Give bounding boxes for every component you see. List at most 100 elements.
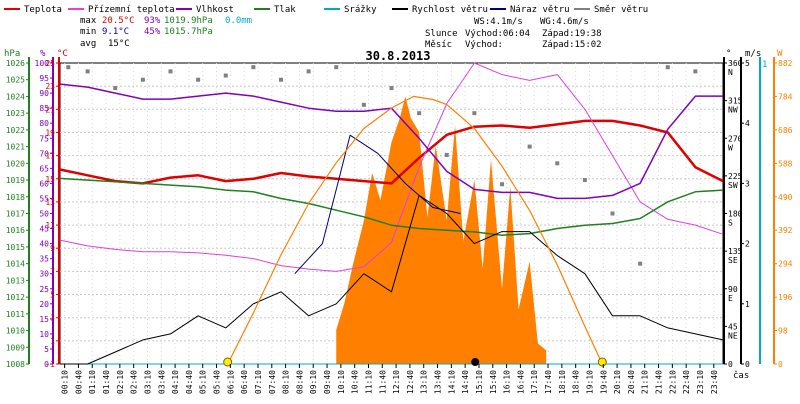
x-tick-label: 15:10 <box>475 370 484 394</box>
hpa-tick-label: 1024 <box>6 92 25 101</box>
wind-direction-point <box>168 69 173 74</box>
hpa-tick-label: 1017 <box>6 210 25 219</box>
temp-tick-label: -1 <box>45 360 55 369</box>
hpa-tick-label: 1023 <box>6 109 25 118</box>
x-tick-label: 12:10 <box>392 370 401 394</box>
pct-tick-label: 75 <box>39 134 49 143</box>
x-tick-label: 18:10 <box>558 370 567 394</box>
wind-direction-point <box>334 65 339 70</box>
x-tick-label: 18:40 <box>572 370 581 394</box>
x-tick-label: 20:40 <box>627 370 636 394</box>
ms-tick-label: 5 <box>745 59 750 68</box>
dir-tick-label: 135 <box>728 247 743 256</box>
x-tick-label: 11:40 <box>378 370 387 394</box>
temp-tick-label: 21 <box>45 105 55 114</box>
unit-pct: % <box>40 49 46 59</box>
info-slunce-zapad: Západ:19:38 <box>542 29 602 39</box>
x-tick-label: 07:40 <box>268 370 277 394</box>
chart-title: 30.8.2013 <box>365 49 430 63</box>
pct-tick-label: 15 <box>39 315 49 324</box>
stats-min-label: min <box>80 27 96 37</box>
x-tick-label: 03:10 <box>143 370 152 394</box>
dir-letter-label: E <box>728 294 733 303</box>
hpa-tick-label: 1011 <box>6 310 25 319</box>
stats-block: max 20.5°C 93% 1019.9hPa 0.0mm min 9.1°C… <box>80 16 252 49</box>
legend: Teplota Přízemní teplota Vlhkost Tlak Srážky… <box>4 5 648 15</box>
stats-max-press: 1019.9hPa <box>164 16 213 26</box>
sun-marker <box>597 357 607 367</box>
temp-tick-label: 9 <box>50 244 55 253</box>
temp-tick-label: 23 <box>45 82 55 91</box>
wind-direction-point <box>361 102 366 107</box>
wind-direction-point <box>500 182 504 187</box>
temp-tick-label: 25 <box>45 59 55 68</box>
legend-label-smer: Směr větru <box>594 5 648 15</box>
stats-min-hum: 45% <box>144 27 161 37</box>
temp-tick-label: 13 <box>45 198 55 207</box>
x-tick-label: 09:10 <box>309 370 318 394</box>
w-tick-label: 490 <box>778 193 793 202</box>
series-line-prizemni <box>59 62 724 272</box>
x-tick-label: 04:40 <box>185 370 194 394</box>
x-tick-label: 17:40 <box>544 370 553 394</box>
pct-tick-label: 60 <box>39 179 49 188</box>
dir-letter-label: S <box>728 219 733 228</box>
x-tick-label: 14:40 <box>461 370 470 394</box>
hpa-tick-label: 1018 <box>6 193 25 202</box>
x-tick-label: 19:40 <box>599 370 608 394</box>
wind-direction-point <box>85 69 90 74</box>
legend-label-vlhkost: Vlhkost <box>196 5 234 15</box>
stats-avg-label: avg <box>80 39 96 49</box>
wind-direction-point <box>196 77 201 82</box>
unit-ms: m/s <box>745 49 761 59</box>
info-slunce-vychod: Východ:06:04 <box>465 29 530 39</box>
axis-units: hPa % °C ° m/s W 1 <box>4 49 783 70</box>
ms-top-label: 1 <box>762 60 767 70</box>
dir-letter-label: W <box>728 143 733 152</box>
w-tick-label: 294 <box>778 260 793 269</box>
dir-tick-label: 360 <box>728 59 743 68</box>
dir-letter-label: NW <box>728 106 738 115</box>
x-tick-label: 13:40 <box>434 370 443 394</box>
wind-direction-point <box>113 86 118 91</box>
x-tick-label: 05:40 <box>213 370 222 394</box>
ms-tick-label: 4 <box>745 119 750 128</box>
info-mesic-vychod: Východ: <box>465 40 503 50</box>
x-tick-label: 03:40 <box>157 370 166 394</box>
wind-direction-point <box>223 73 228 78</box>
w-tick-label: 784 <box>778 92 793 101</box>
stats-max-hum: 93% <box>144 16 161 26</box>
unit-deg: ° <box>726 49 731 59</box>
x-tick-label: 08:40 <box>295 370 304 394</box>
x-tick-label: 11:10 <box>364 370 373 394</box>
dir-letter-label: SE <box>728 256 738 265</box>
temp-tick-label: 5 <box>50 291 55 300</box>
pct-tick-label: 25 <box>39 285 49 294</box>
stats-max-label: max <box>80 16 97 26</box>
wind-direction-point <box>555 161 560 166</box>
pct-tick-label: 80 <box>39 119 49 128</box>
dir-tick-label: 180 <box>728 210 743 219</box>
dir-tick-label: 0 <box>728 360 733 369</box>
x-tick-label: 23:40 <box>710 370 719 394</box>
x-tick-label: 01:10 <box>88 370 97 394</box>
x-tick-label: 10:40 <box>351 370 360 394</box>
moon-marker <box>471 358 480 366</box>
x-tick-label: 21:40 <box>655 370 664 394</box>
w-tick-label: 882 <box>778 59 793 68</box>
dir-tick-label: 315 <box>728 97 743 106</box>
pct-tick-label: 5 <box>44 345 49 354</box>
dir-tick-label: 45 <box>728 322 738 331</box>
pct-tick-label: 50 <box>39 210 49 219</box>
w-tick-label: 98 <box>778 327 788 336</box>
x-tick-label: 06:10 <box>226 370 235 394</box>
hpa-tick-label: 1009 <box>6 343 25 352</box>
ms-tick-label: 2 <box>745 240 750 249</box>
x-tick-label: 05:10 <box>199 370 208 394</box>
legend-label-teplota: Teplota <box>24 5 62 15</box>
info-mesic-zapad: Západ:15:02 <box>542 40 602 50</box>
pct-tick-label: 65 <box>39 164 49 173</box>
w-tick-label: 588 <box>778 159 793 168</box>
hpa-tick-label: 1015 <box>6 243 25 252</box>
sun-marker <box>223 357 233 367</box>
